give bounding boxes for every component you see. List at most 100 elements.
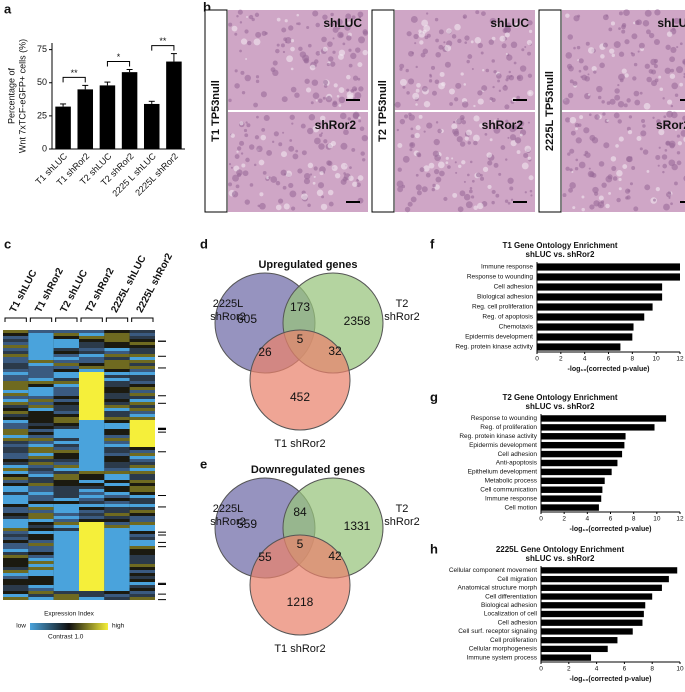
cell-texture xyxy=(466,130,472,136)
heatmap-cell xyxy=(3,552,28,555)
heatmap-cell xyxy=(54,336,79,339)
cell-texture xyxy=(310,65,316,71)
cell-texture xyxy=(646,170,649,173)
cell-texture xyxy=(571,131,576,136)
heatmap-cell xyxy=(3,429,28,432)
cell-texture xyxy=(283,37,287,41)
heatmap-cell xyxy=(54,471,79,474)
bar xyxy=(541,433,626,439)
heatmap-cell xyxy=(28,534,53,537)
cell-texture xyxy=(272,70,278,76)
cell-texture xyxy=(256,75,259,78)
cell-texture xyxy=(236,151,238,153)
heatmap-cell xyxy=(104,357,129,360)
heatmap-cell xyxy=(3,345,28,348)
heatmap-cell xyxy=(28,597,53,600)
heatmap-cell xyxy=(28,435,53,438)
heatmap-cell xyxy=(54,459,79,462)
cell-texture xyxy=(259,160,265,166)
cell-texture xyxy=(467,174,470,177)
heatmap-cell xyxy=(3,387,28,390)
y-tick-label: Biological adhesion xyxy=(481,602,537,609)
cell-texture xyxy=(274,131,279,136)
heatmap-cell xyxy=(130,360,155,363)
heatmap-cell xyxy=(3,393,28,396)
cell-texture xyxy=(495,194,499,198)
cell-texture xyxy=(314,166,318,170)
y-tick-label: 0 xyxy=(42,143,47,153)
cell-texture xyxy=(320,171,324,175)
cell-texture xyxy=(462,101,468,107)
bar xyxy=(541,646,608,652)
heatmap-cell xyxy=(130,540,155,543)
cell-texture xyxy=(283,186,287,190)
heatmap-cell xyxy=(104,363,129,366)
heatmap-cell xyxy=(79,558,104,561)
heatmap-cell xyxy=(3,594,28,597)
cell-texture xyxy=(579,70,582,73)
heatmap-cell xyxy=(54,579,79,582)
cell-texture xyxy=(646,77,652,83)
cell-texture xyxy=(465,136,469,140)
heatmap-cell xyxy=(54,489,79,492)
cell-texture xyxy=(285,19,288,22)
heatmap-cell xyxy=(3,447,28,450)
heatmap-cell xyxy=(130,501,155,504)
heatmap-cell xyxy=(104,585,129,588)
heatmap-cell xyxy=(130,576,155,579)
heatmap-cell xyxy=(79,351,104,354)
cell-texture xyxy=(663,204,670,211)
heatmap-cell xyxy=(104,570,129,573)
cell-texture xyxy=(599,196,604,201)
cell-texture xyxy=(432,188,435,191)
heatmap-cell xyxy=(3,477,28,480)
y-tick-label: Metabolic process xyxy=(485,478,538,485)
cell-texture xyxy=(572,206,575,209)
cell-texture xyxy=(676,66,683,73)
cell-texture xyxy=(256,116,259,119)
venn-count: 452 xyxy=(290,390,310,404)
heatmap-cell xyxy=(79,510,104,513)
cell-texture xyxy=(337,95,340,98)
heatmap-cell xyxy=(79,540,104,543)
heatmap-cell xyxy=(79,564,104,567)
cell-texture xyxy=(256,80,259,83)
heatmap-cell xyxy=(79,438,104,441)
cell-texture xyxy=(621,30,625,34)
condition-label: shLUC xyxy=(323,16,362,30)
cell-texture xyxy=(529,175,534,180)
cell-texture xyxy=(291,87,297,93)
heatmap-cell xyxy=(28,459,53,462)
cell-texture xyxy=(511,199,513,201)
cell-texture xyxy=(355,47,361,53)
y-tick-label: Immune response xyxy=(481,264,533,271)
heatmap-cell xyxy=(79,591,104,594)
heatmap-cell xyxy=(130,594,155,597)
x-tick-label: 8 xyxy=(632,516,636,523)
cell-texture xyxy=(343,172,346,175)
y-tick-label: Cellular component movement xyxy=(449,567,537,574)
cell-texture xyxy=(446,161,449,164)
cell-texture xyxy=(528,74,532,78)
cell-texture xyxy=(241,152,243,154)
cell-texture xyxy=(627,189,630,192)
cell-texture xyxy=(244,133,248,137)
heatmap-cell xyxy=(3,504,28,507)
heatmap-cell xyxy=(104,471,129,474)
x-tick-label: 2 xyxy=(562,516,566,523)
heatmap-cell xyxy=(104,330,129,333)
heatmap-cell xyxy=(130,492,155,495)
cell-texture xyxy=(434,139,440,145)
heatmap-cell xyxy=(79,555,104,558)
cell-texture xyxy=(464,41,467,44)
cell-texture xyxy=(244,29,248,33)
cell-texture xyxy=(312,79,318,85)
heatmap-cell xyxy=(79,369,104,372)
heatmap-cell xyxy=(130,474,155,477)
heatmap-cell xyxy=(54,447,79,450)
cell-texture xyxy=(466,60,469,63)
cell-texture xyxy=(241,163,245,167)
heatmap-cell xyxy=(104,435,129,438)
bar xyxy=(541,593,652,599)
heatmap-cell xyxy=(130,525,155,528)
